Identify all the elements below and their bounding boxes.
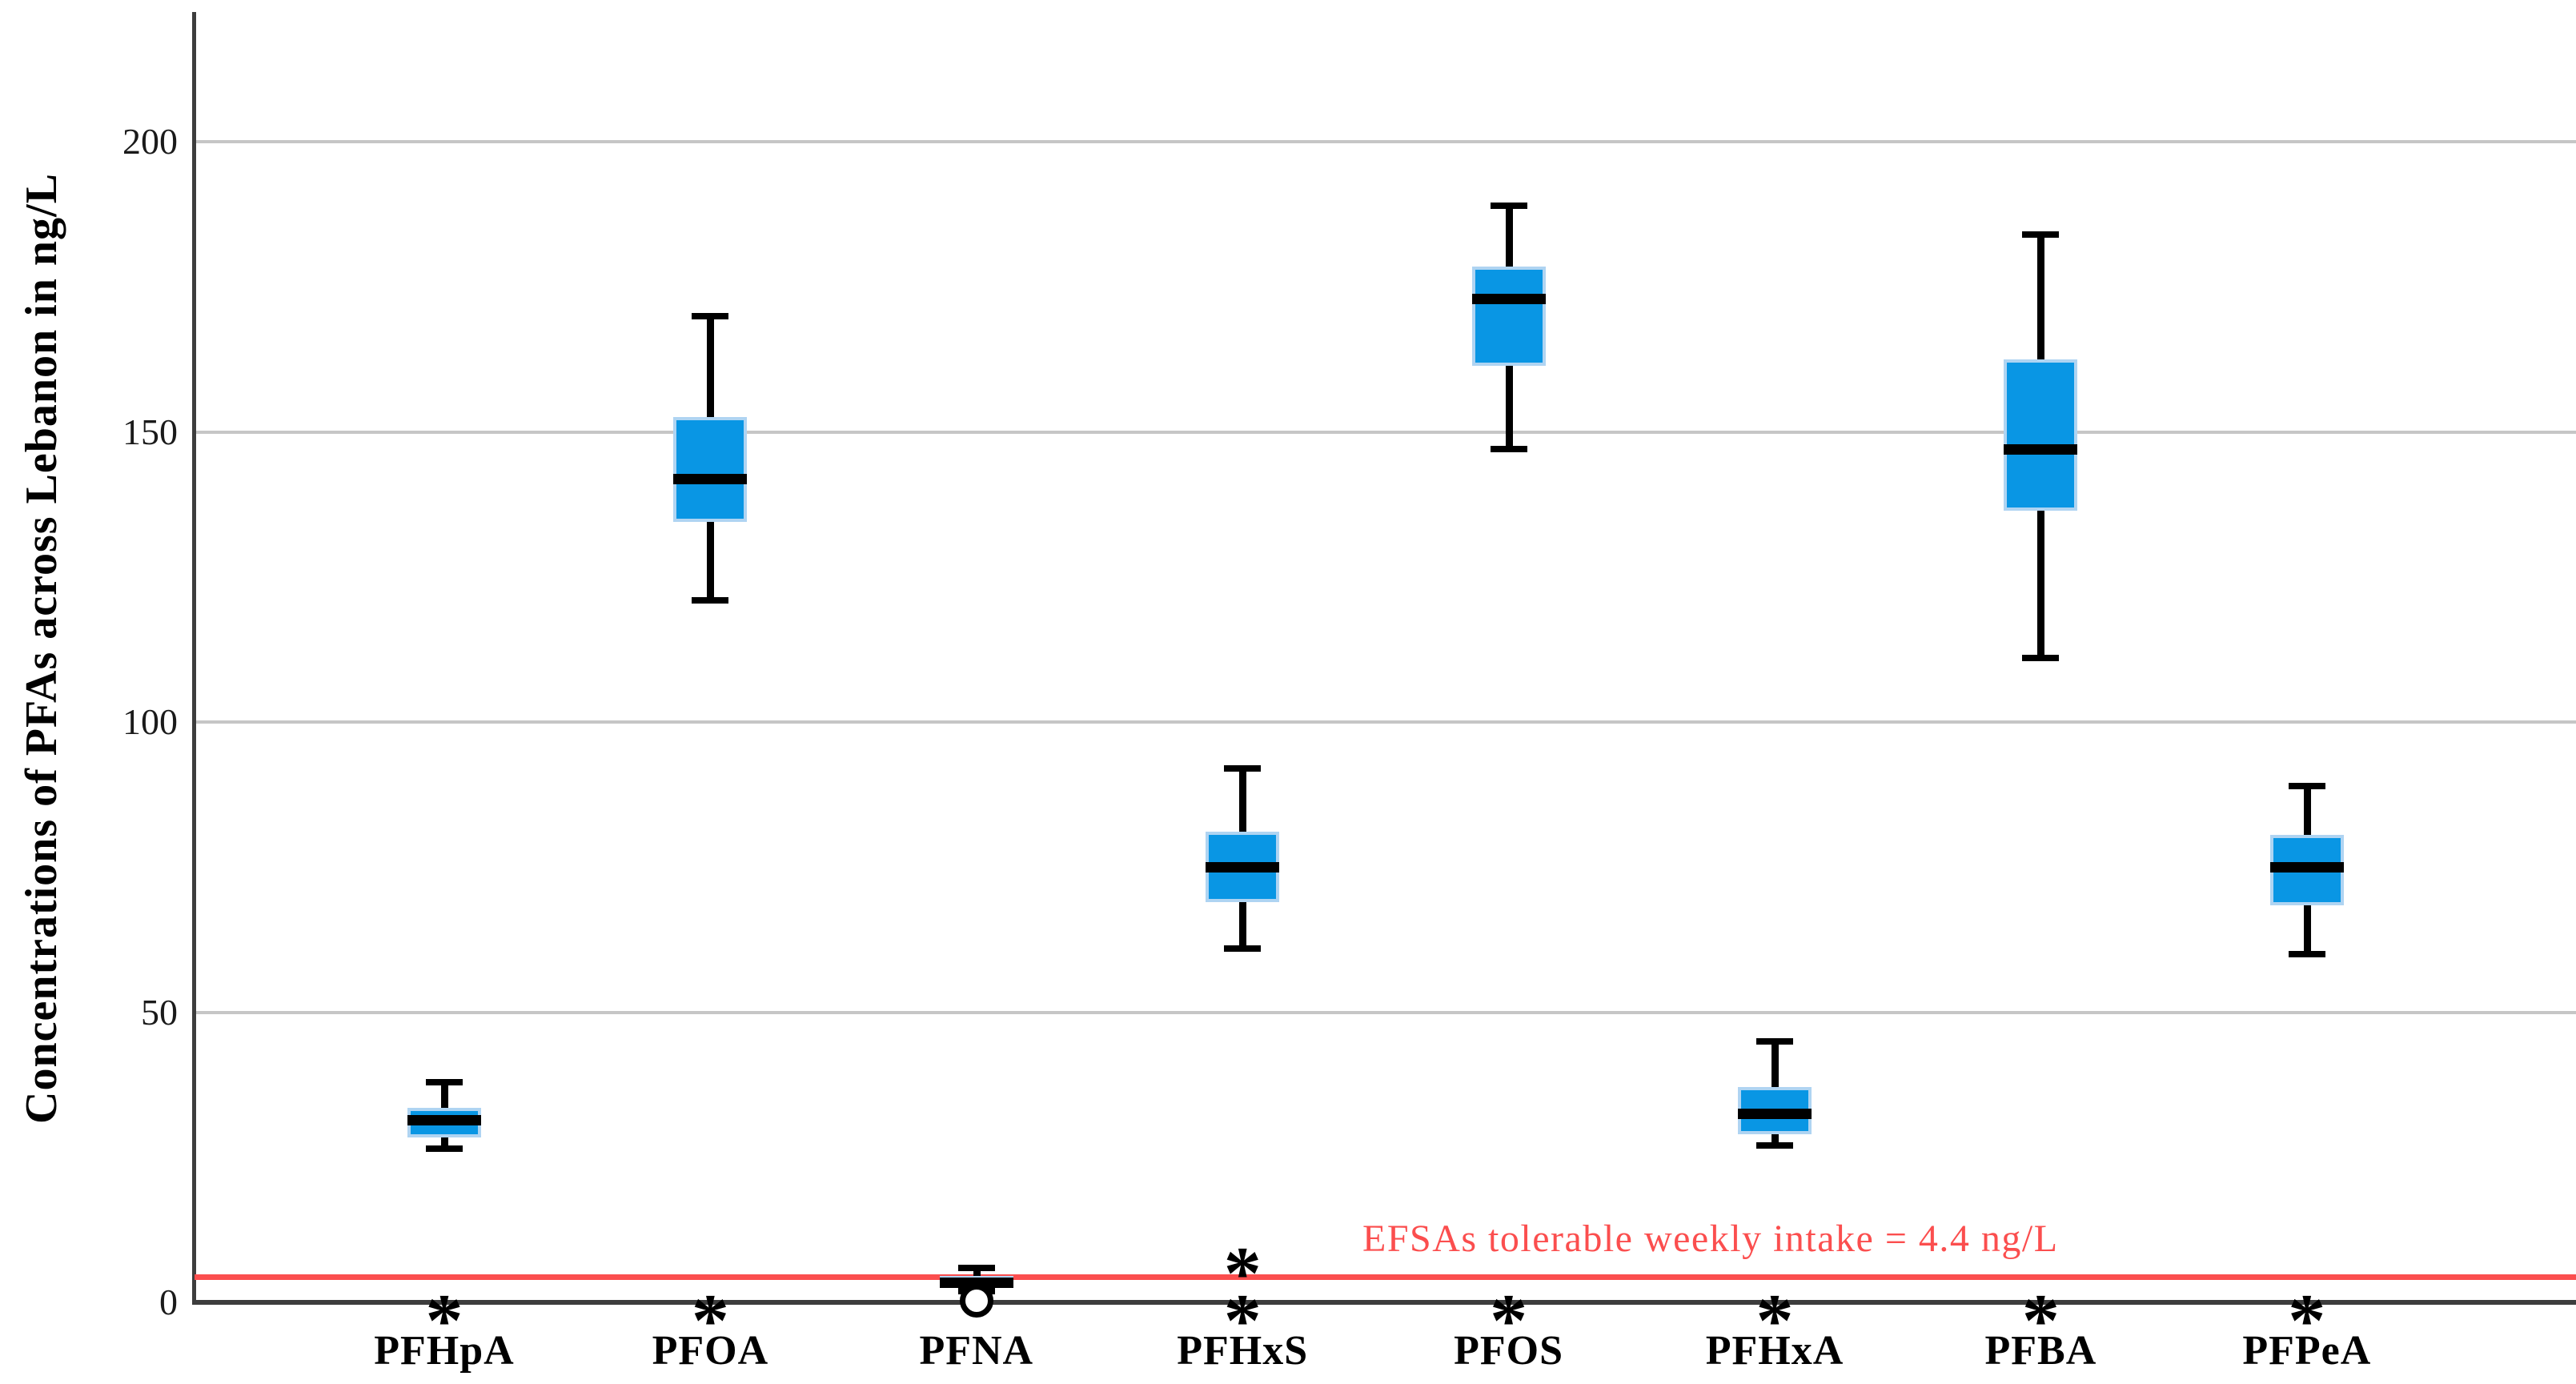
- y-tick-label: 0: [159, 1282, 178, 1322]
- category-label-pfos: PFOS: [1454, 1328, 1564, 1374]
- extreme-outlier-asterisk: *: [691, 1279, 729, 1363]
- extreme-outlier-asterisk: *: [425, 1279, 463, 1363]
- y-tick-label: 50: [141, 991, 178, 1033]
- extreme-outlier-asterisk: *: [1490, 1279, 1528, 1363]
- median-line: [2004, 444, 2078, 455]
- x-axis-line: [192, 1300, 2576, 1305]
- iqr-box: [673, 417, 748, 523]
- category-label-pfoa: PFOA: [652, 1328, 769, 1374]
- y-tick-label: 200: [122, 121, 178, 162]
- y-gridline: [195, 140, 2576, 143]
- whisker-cap-bottom: [2288, 951, 2325, 957]
- whisker-cap-top: [426, 1078, 463, 1085]
- iqr-box: [2004, 359, 2078, 511]
- median-line: [1206, 862, 1280, 873]
- category-label-pfpea: PFPeA: [2242, 1328, 2372, 1374]
- y-axis-title: Concentrations of PFAs across Lebanon in…: [17, 173, 66, 1124]
- y-axis-line: [192, 12, 196, 1305]
- whisker-cap-top: [1756, 1037, 1793, 1045]
- extreme-outlier-asterisk: *: [2021, 1279, 2060, 1363]
- y-gridline: [195, 430, 2576, 434]
- reference-line: [195, 1274, 2576, 1281]
- y-gridline: [195, 1010, 2576, 1014]
- whisker-cap-bottom: [692, 596, 729, 604]
- median-line: [2269, 862, 2344, 873]
- reference-line-label: EFSAs tolerable weekly intake = 4.4 ng/L: [1362, 1218, 2059, 1260]
- category-label-pfhpa: PFHpA: [374, 1328, 515, 1374]
- whisker-cap-bottom: [1224, 945, 1262, 952]
- whisker-cap-top: [1224, 765, 1262, 772]
- whisker-cap-top: [2288, 782, 2325, 789]
- whisker-cap-top: [2022, 231, 2060, 238]
- extreme-outlier-asterisk: *: [1223, 1279, 1262, 1363]
- whisker-cap-bottom: [1490, 446, 1527, 453]
- whisker-cap-top: [1490, 202, 1527, 209]
- iqr-box: [1471, 266, 1546, 366]
- category-label-pfhxs: PFHxS: [1177, 1328, 1309, 1374]
- median-line: [673, 473, 748, 484]
- median-line: [1738, 1109, 1812, 1120]
- category-label-pfhxa: PFHxA: [1705, 1328, 1844, 1374]
- extreme-outlier-asterisk: *: [1755, 1279, 1794, 1363]
- category-label-pfna: PFNA: [919, 1328, 1034, 1374]
- whisker-cap-top: [957, 1264, 995, 1271]
- y-gridline: [195, 720, 2576, 724]
- median-line: [1471, 293, 1546, 304]
- y-tick-label: 100: [122, 701, 178, 742]
- median-line: [407, 1114, 481, 1125]
- category-label-pfba: PFBA: [1984, 1328, 2097, 1374]
- whisker-cap-bottom: [426, 1145, 463, 1152]
- whisker-cap-top: [692, 312, 729, 319]
- extreme-outlier-asterisk: *: [1223, 1232, 1262, 1316]
- whisker-cap-bottom: [2022, 655, 2060, 662]
- y-tick-label: 150: [122, 411, 178, 452]
- mild-outlier-circle: [959, 1283, 993, 1318]
- whisker-cap-bottom: [1756, 1142, 1793, 1149]
- extreme-outlier-asterisk: *: [2288, 1279, 2326, 1363]
- median-line: [939, 1277, 1013, 1288]
